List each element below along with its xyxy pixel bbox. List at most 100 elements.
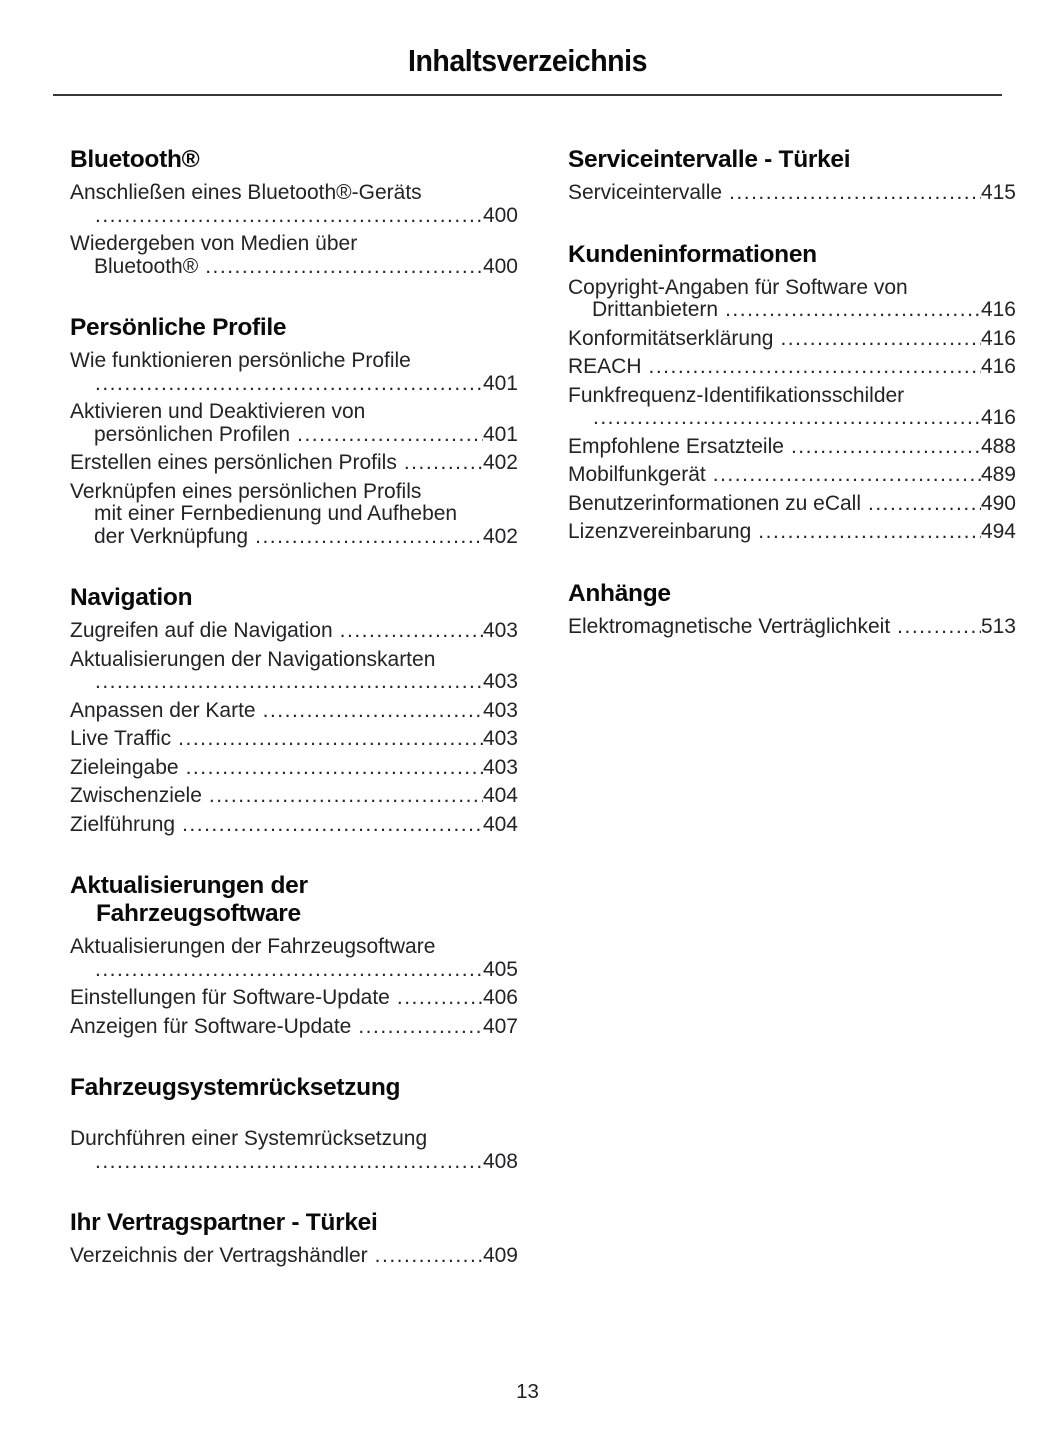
toc-entry-text: Einstellungen für Software-Update	[70, 986, 390, 1009]
toc-page-ref: 405	[482, 957, 518, 981]
toc-entry-row: Drittanbietern 416	[568, 298, 1016, 322]
toc-entry-row: Zwischenziele 404	[70, 784, 518, 808]
dot-leader	[255, 526, 483, 549]
toc-entry: Lizenzvereinbarung 494	[568, 520, 1016, 544]
toc-entry-text: Zwischenziele	[70, 784, 202, 807]
toc-entry-text: Erstellen eines persönlichen Profils	[70, 451, 397, 474]
dot-leader	[713, 464, 981, 487]
toc-entry-text: Verknüpfen eines persönlichen Profils	[70, 479, 422, 503]
toc-entry-row: Empfohlene Ersatzteile 488	[568, 435, 1016, 459]
toc-entry-row: Einstellungen für Software-Update 406	[70, 986, 518, 1010]
toc-entry-text: Zielführung	[70, 812, 176, 836]
toc-entry-text: Serviceintervalle	[568, 181, 723, 204]
toc-entry-text: Konformitätserklärung	[568, 326, 774, 350]
toc-entry-text: Verzeichnis der Vertragshändler	[70, 1244, 368, 1267]
toc-page-ref: 403	[482, 619, 518, 642]
toc-column: Serviceintervalle - Türkei Serviceinterva…	[568, 146, 1016, 1274]
page-number: 13	[516, 1380, 539, 1403]
toc-page-ref: 403	[482, 755, 518, 779]
toc-entry-row: REACH 416	[568, 355, 1016, 379]
toc-entry-text: Benutzerinformationen zu eCall	[568, 491, 861, 515]
dot-leader	[729, 182, 981, 205]
toc-column: Bluetooth® Anschließen eines Bluetooth®-G…	[70, 146, 518, 1274]
dot-leader	[375, 1245, 483, 1268]
section-heading: Aktualisierungen der Fahrzeugsoftware	[70, 872, 518, 928]
toc-entry: Verknüpfen eines persönlichen Profils mit…	[70, 479, 518, 549]
toc-entry-text: Zieleingabe	[70, 755, 179, 779]
dot-leader	[95, 671, 483, 694]
dot-leader	[95, 205, 483, 228]
section-heading: Serviceintervalle - Türkei	[568, 146, 1016, 174]
toc-entry-row: Anpassen der Karte 403	[70, 699, 518, 723]
toc-section: Ihr Vertragspartner - Türkei Verzeichnis …	[70, 1209, 518, 1268]
toc-section: Bluetooth® Anschließen eines Bluetooth®-G…	[70, 146, 518, 278]
dot-leader	[358, 1016, 483, 1039]
toc-entry-text: Drittanbietern	[592, 298, 719, 321]
toc-entry-text: mit einer Fernbedienung und Aufheben	[94, 502, 458, 525]
toc-entry: Konformitätserklärung 416	[568, 326, 1016, 351]
toc-entry: Aktualisierungen der Fahrzeugsoftware 405	[70, 935, 518, 982]
toc-entry: Wie funktionieren persönliche Profile 401	[70, 349, 518, 395]
toc-entry-text: Copyright-Angaben für Software von	[568, 275, 908, 299]
toc-entry-row: Benutzerinformationen zu eCall 490	[568, 491, 1016, 516]
toc-page-ref: 416	[980, 326, 1016, 350]
toc-section: Persönliche Profile Wie funktionieren per…	[70, 314, 518, 548]
section-heading: Navigation	[70, 584, 518, 612]
dot-leader	[780, 328, 981, 351]
dot-leader	[205, 256, 483, 279]
dot-leader	[297, 424, 483, 447]
toc-entry-row: Zieleingabe 403	[70, 755, 518, 780]
toc-entry-text: Live Traffic	[70, 727, 172, 750]
toc-entry-text: der Verknüpfung	[94, 524, 249, 548]
toc-page-ref: 490	[980, 491, 1016, 515]
toc-entry: REACH 416	[568, 355, 1016, 379]
toc-entry-row: Zielführung 404	[70, 812, 518, 837]
toc-entry-text: Lizenzvereinbarung	[568, 520, 752, 543]
toc-entry-row: Mobilfunkgerät 489	[568, 463, 1016, 487]
section-heading-line: Aktualisierungen der	[70, 872, 308, 899]
section-heading-line: Fahrzeugsoftware	[96, 900, 301, 927]
toc-entry-text: Funkfrequenz-Identifikationsschilder	[568, 383, 905, 407]
toc-entry: Funkfrequenz-Identifikationsschilder 416	[568, 383, 1016, 430]
toc-entry-row: persönlichen Profilen 401	[70, 423, 518, 447]
toc-entry-row: Elektromagnetische Verträglichkeit 513	[568, 615, 1016, 639]
toc-entry-row: 405	[70, 957, 518, 982]
title-divider	[53, 94, 1002, 96]
toc-entry-row: der Verknüpfung 402	[70, 524, 518, 549]
toc-entry-row: Anzeigen für Software-Update 407	[70, 1015, 518, 1039]
toc-page-ref: 416	[980, 406, 1016, 429]
toc-page-ref: 400	[482, 203, 518, 227]
dot-leader	[397, 987, 483, 1010]
toc-entry-text: Mobilfunkgerät	[568, 463, 706, 486]
toc-entry-row: Erstellen eines persönlichen Profils 402	[70, 451, 518, 475]
toc-entry: Aktivieren und Deaktivieren von persönlic…	[70, 400, 518, 447]
toc-section: Kundeninformationen Copyright-Angaben für…	[568, 241, 1016, 544]
section-heading-line: Kundeninformationen	[568, 240, 817, 268]
section-heading-line: Bluetooth®	[70, 146, 200, 173]
toc-entry-row: Verzeichnis der Vertragshändler 409	[70, 1244, 518, 1268]
toc-entry-text: Zugreifen auf die Navigation	[70, 619, 333, 642]
toc-entry-text: Durchführen einer Systemrücksetzung	[70, 1127, 428, 1150]
toc-section: Aktualisierungen der Fahrzeugsoftware Aktu…	[70, 872, 518, 1038]
dot-leader	[263, 700, 483, 723]
toc-page-ref: 401	[482, 371, 518, 395]
dot-leader	[868, 493, 981, 516]
dot-leader	[758, 521, 981, 544]
toc-entry-row: Konformitätserklärung 416	[568, 326, 1016, 351]
toc-section: Serviceintervalle - Türkei Serviceinterva…	[568, 146, 1016, 205]
page-header: Inhaltsverzeichnis	[0, 0, 1055, 96]
section-heading: Fahrzeugsystemrücksetzung	[70, 1074, 518, 1102]
section-heading: Persönliche Profile	[70, 314, 518, 342]
toc-entry-row: 403	[70, 670, 518, 694]
toc-entry: Benutzerinformationen zu eCall 490	[568, 491, 1016, 516]
toc-page-ref: 494	[980, 520, 1016, 543]
toc-entry: Anpassen der Karte 403	[70, 699, 518, 723]
section-heading: Bluetooth®	[70, 146, 518, 174]
toc-entry: Zieleingabe 403	[70, 755, 518, 780]
toc-entry: Einstellungen für Software-Update 406	[70, 986, 518, 1010]
toc-entry: Empfohlene Ersatzteile 488	[568, 435, 1016, 459]
toc-entry-text: Wiedergeben von Medien über	[70, 232, 358, 255]
toc-entry: Serviceintervalle 415	[568, 181, 1016, 205]
dot-leader	[649, 356, 981, 379]
